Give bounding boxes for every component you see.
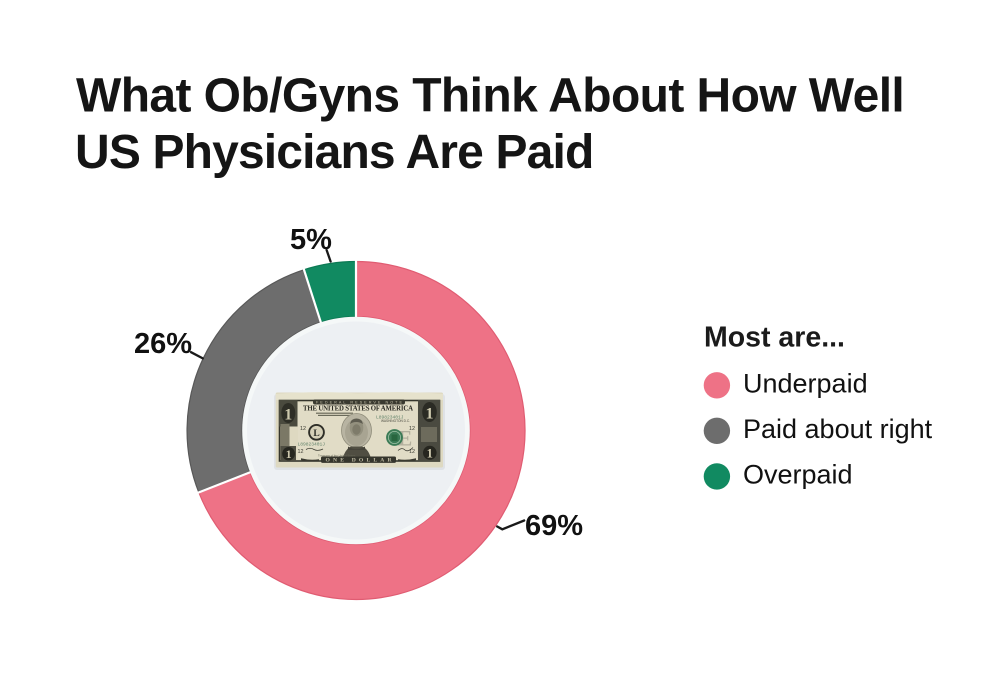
- svg-text:26%: 26%: [134, 328, 192, 360]
- svg-text:THE UNITED STATES OF AMERICA: THE UNITED STATES OF AMERICA: [303, 406, 413, 413]
- svg-text:WASHINGTON D.C.: WASHINGTON D.C.: [381, 419, 410, 423]
- svg-text:FEDERAL RESERVE NOTE: FEDERAL RESERVE NOTE: [316, 401, 402, 405]
- svg-text:69%: 69%: [525, 510, 583, 542]
- svg-text:E: E: [398, 426, 413, 451]
- svg-text:What Ob/Gyns Think About How W: What Ob/Gyns Think About How Well: [76, 70, 904, 123]
- svg-text:L: L: [313, 429, 319, 439]
- svg-text:US Physicians Are Paid: US Physicians Are Paid: [75, 126, 593, 179]
- svg-text:L89823401J: L89823401J: [298, 442, 326, 448]
- svg-text:Most are...: Most are...: [704, 322, 845, 354]
- svg-text:ONE DOLLAR: ONE DOLLAR: [326, 458, 393, 464]
- svg-text:Paid about right: Paid about right: [743, 414, 933, 444]
- svg-text:Overpaid: Overpaid: [743, 460, 853, 490]
- svg-text:1: 1: [286, 447, 292, 461]
- svg-text:12: 12: [298, 449, 304, 455]
- svg-text:1: 1: [284, 407, 292, 424]
- svg-text:Treasurer of the United States: Treasurer of the United States: [318, 453, 356, 457]
- svg-text:1: 1: [427, 447, 433, 461]
- svg-text:12: 12: [409, 449, 415, 455]
- svg-text:5%: 5%: [290, 224, 332, 256]
- svg-text:12: 12: [409, 426, 415, 432]
- svg-text:12: 12: [300, 426, 306, 432]
- svg-text:L89823401J: L89823401J: [376, 414, 404, 420]
- svg-text:1: 1: [426, 406, 434, 423]
- svg-text:Underpaid: Underpaid: [743, 369, 868, 399]
